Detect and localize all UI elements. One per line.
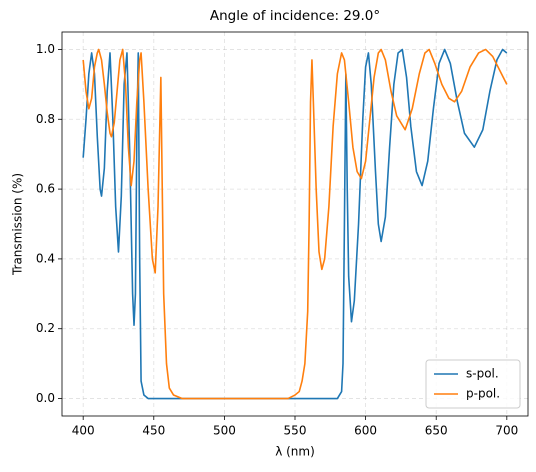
y-tick-label: 0.8 xyxy=(36,112,55,126)
x-tick-label: 700 xyxy=(495,424,518,438)
legend: s-pol. p-pol. xyxy=(425,359,521,409)
line-series xyxy=(82,48,508,400)
x-axis-label: λ (nm) xyxy=(275,445,315,459)
x-tick-label: 400 xyxy=(72,424,95,438)
x-tick-label: 550 xyxy=(284,424,307,438)
line-series xyxy=(82,48,508,400)
chart-title: Angle of incidence: 29.0° xyxy=(210,8,380,24)
legend-box xyxy=(425,359,521,409)
y-tick-label: 0.6 xyxy=(36,182,55,196)
plot-frame xyxy=(61,31,529,417)
x-tick-label: 600 xyxy=(354,424,377,438)
y-tick-label: 1.0 xyxy=(36,42,55,56)
y-tick-label: 0.2 xyxy=(36,321,55,335)
legend-label: s-pol. xyxy=(466,367,499,381)
y-tick-label: 0.4 xyxy=(36,251,55,265)
x-tick-label: 500 xyxy=(213,424,236,438)
legend-label: p-pol. xyxy=(466,387,500,401)
x-tick-label: 450 xyxy=(142,424,165,438)
x-tick-label: 650 xyxy=(425,424,448,438)
y-axis-label: Transmission (%) xyxy=(11,173,25,276)
y-tick-label: 0.0 xyxy=(36,391,55,405)
